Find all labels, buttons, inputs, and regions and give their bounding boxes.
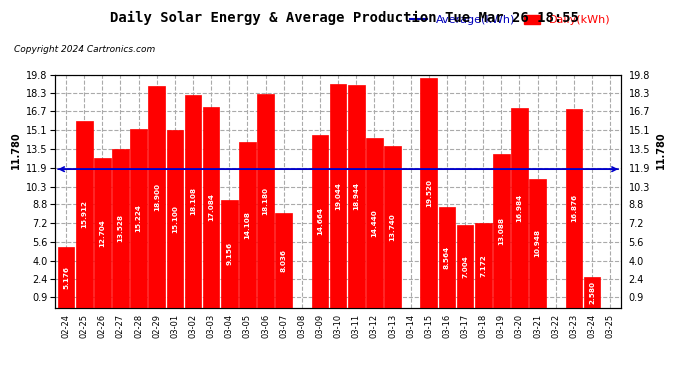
Bar: [239, 142, 256, 308]
Text: 13.088: 13.088: [498, 217, 504, 244]
Bar: [493, 154, 510, 308]
Text: 15.912: 15.912: [81, 200, 87, 228]
Bar: [511, 108, 528, 308]
Bar: [257, 94, 274, 308]
Text: Daily Solar Energy & Average Production Tue Mar 26 18:55: Daily Solar Energy & Average Production …: [110, 11, 580, 26]
Text: 8.036: 8.036: [281, 249, 287, 272]
Text: 19.520: 19.520: [426, 179, 432, 207]
Bar: [203, 107, 219, 307]
Bar: [330, 84, 346, 308]
Legend: Average(kWh), Daily(kWh): Average(kWh), Daily(kWh): [406, 11, 615, 30]
Text: 18.180: 18.180: [263, 187, 268, 215]
Bar: [420, 78, 437, 308]
Text: 18.944: 18.944: [353, 182, 359, 210]
Bar: [366, 138, 383, 308]
Bar: [130, 129, 147, 308]
Text: 8.564: 8.564: [444, 246, 450, 269]
Text: 18.900: 18.900: [154, 183, 160, 210]
Bar: [221, 200, 237, 308]
Text: 11.780: 11.780: [10, 132, 21, 169]
Text: 2.580: 2.580: [589, 281, 595, 304]
Bar: [457, 225, 473, 308]
Text: 7.172: 7.172: [480, 254, 486, 277]
Text: 18.108: 18.108: [190, 187, 196, 215]
Bar: [94, 158, 110, 308]
Text: 15.100: 15.100: [172, 205, 178, 233]
Text: 16.876: 16.876: [571, 194, 577, 222]
Bar: [475, 223, 491, 308]
Bar: [566, 110, 582, 308]
Bar: [76, 121, 92, 308]
Text: 14.664: 14.664: [317, 207, 323, 236]
Text: 13.740: 13.740: [389, 213, 395, 241]
Bar: [275, 213, 292, 308]
Bar: [529, 179, 546, 308]
Text: 12.704: 12.704: [99, 219, 106, 247]
Text: 17.084: 17.084: [208, 193, 214, 221]
Bar: [58, 247, 75, 308]
Text: 14.440: 14.440: [371, 209, 377, 237]
Bar: [348, 85, 364, 308]
Text: 16.984: 16.984: [516, 194, 522, 222]
Text: 11.780: 11.780: [656, 132, 666, 169]
Text: 19.044: 19.044: [335, 182, 341, 210]
Text: 10.948: 10.948: [535, 229, 540, 257]
Text: 7.004: 7.004: [462, 255, 468, 278]
Bar: [439, 207, 455, 308]
Text: 14.108: 14.108: [244, 211, 250, 238]
Bar: [148, 86, 165, 308]
Bar: [166, 130, 184, 308]
Bar: [185, 95, 201, 308]
Text: 9.156: 9.156: [226, 242, 233, 265]
Bar: [312, 135, 328, 308]
Bar: [112, 148, 129, 308]
Text: 13.528: 13.528: [117, 214, 124, 242]
Bar: [584, 277, 600, 308]
Text: 15.224: 15.224: [136, 204, 141, 232]
Text: Copyright 2024 Cartronics.com: Copyright 2024 Cartronics.com: [14, 45, 155, 54]
Bar: [384, 146, 401, 308]
Text: 5.176: 5.176: [63, 266, 69, 289]
